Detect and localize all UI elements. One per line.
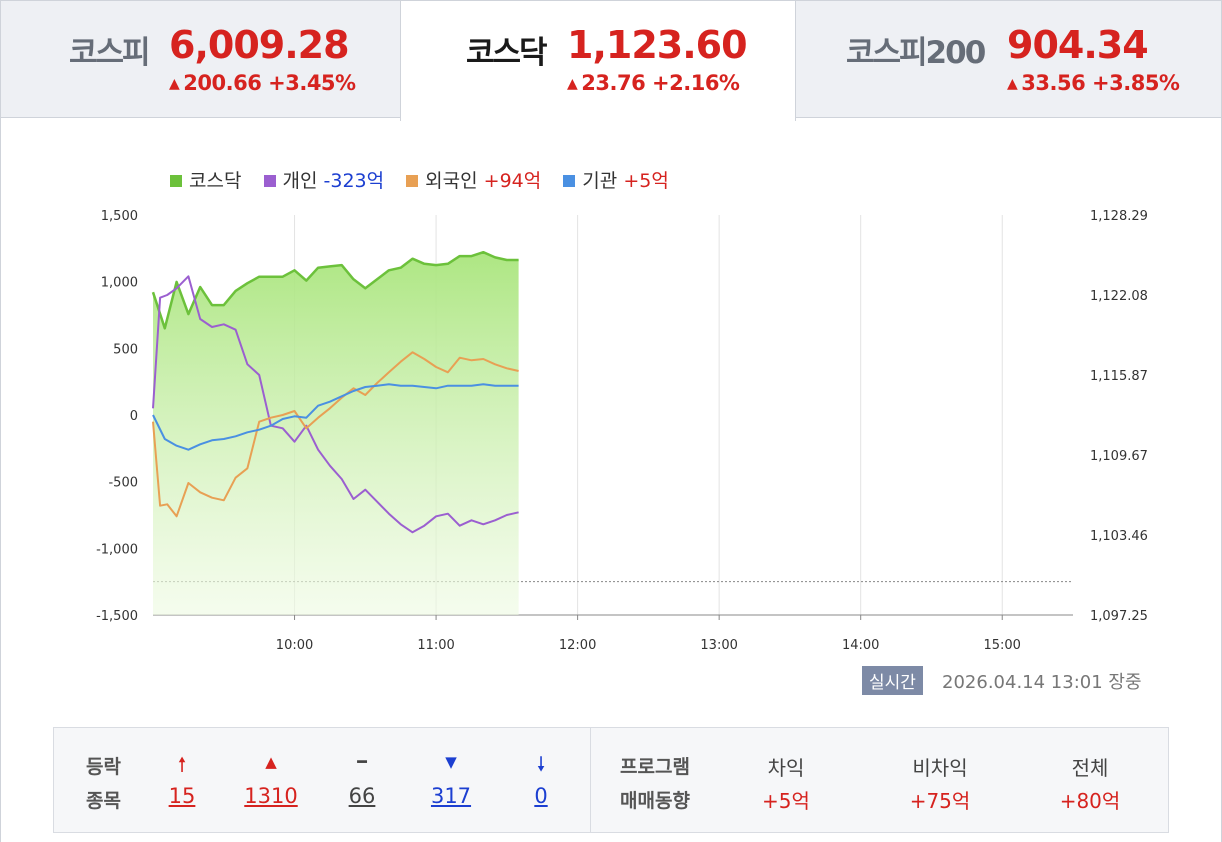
- program-total-value: +80억: [1059, 789, 1121, 813]
- program-total-head: 전체: [1071, 756, 1109, 780]
- legend-swatch: [406, 175, 419, 187]
- timestamp: 2026.04.14 13:01 장중: [942, 671, 1142, 693]
- legend-swatch: [263, 175, 276, 187]
- x-tick-label: 12:00: [559, 638, 596, 653]
- tab-kospi200[interactable]: 코스피200 904.34 ▲ 33.56 +3.85%: [795, 0, 1222, 118]
- tab-kospi-name: 코스피: [69, 35, 151, 71]
- y-left-tick-label: -1,500: [96, 609, 138, 624]
- up-triangle-icon: ▲: [169, 76, 180, 92]
- y-right-tick-label: 1,128.29: [1090, 209, 1148, 224]
- arbitrage-head: 차익: [767, 756, 805, 780]
- unchanged-dash-icon: ━: [357, 752, 367, 771]
- series-line-0: [151, 250, 519, 330]
- y-right-tick-label: 1,122.08: [1090, 289, 1148, 304]
- y-left-tick-label: 500: [113, 342, 138, 357]
- y-left-tick-label: 0: [130, 409, 138, 424]
- breadth-label-2: 종목: [86, 790, 121, 812]
- legend-value: +5억: [623, 170, 669, 192]
- tab-kospi-value: 6,009.28: [169, 23, 350, 67]
- x-tick-label: 11:00: [417, 638, 454, 653]
- intraday-chart: 10:00 11:00 12:00 13:00 14:00 15:00 1,500 1,000…: [96, 209, 1148, 653]
- tab-kospi200-change: ▲ 33.56 +3.85%: [1007, 71, 1180, 95]
- realtime-badge: 실시간: [862, 666, 923, 695]
- limit-up-count-link[interactable]: 15: [168, 784, 196, 808]
- tab-kosdaq-change: ▲ 23.76 +2.16%: [567, 71, 740, 95]
- legend-label: 기관: [582, 170, 618, 192]
- y-left-tick-label: 1,000: [101, 276, 138, 291]
- legend-label: 개인: [282, 170, 318, 192]
- series-line-3: [152, 383, 519, 451]
- up-count-link[interactable]: 1310: [244, 784, 298, 808]
- limit-down-count-link[interactable]: 0: [534, 784, 548, 808]
- legend-value: +94억: [483, 170, 542, 192]
- tab-kospi200-value: 904.34: [1007, 23, 1149, 67]
- arbitrage-value: +5억: [762, 789, 810, 813]
- y-right-tick-label: 1,097.25: [1090, 609, 1148, 624]
- chart-legend: 코스닥 개인 -323억 외국인 +94억 기관 +5억: [170, 166, 685, 193]
- breadth-label-1: 등락: [86, 756, 121, 778]
- down-count-link[interactable]: 317: [430, 784, 472, 808]
- program-label-1: 프로그램: [620, 756, 690, 778]
- tab-kospi200-change-text: 33.56 +3.85%: [1021, 71, 1180, 95]
- limit-down-arrow-icon: 🠗: [536, 752, 546, 776]
- legend-item-individual[interactable]: 개인 -323억: [263, 166, 385, 193]
- legend-value: -323억: [323, 170, 385, 192]
- tab-kosdaq-change-text: 23.76 +2.16%: [581, 71, 740, 95]
- tab-kospi[interactable]: 코스피 6,009.28 ▲ 200.66 +3.45%: [0, 0, 401, 118]
- series-area-kosdaq: [153, 252, 519, 615]
- x-tick-label: 15:00: [983, 638, 1020, 653]
- y-left-tick-label: -1,000: [96, 542, 138, 557]
- legend-item-institution[interactable]: 기관 +5억: [563, 166, 669, 193]
- non-arbitrage-head: 비차익: [912, 756, 968, 780]
- unchanged-count-link[interactable]: 66: [348, 784, 376, 808]
- down-triangle-icon: ▼: [445, 753, 457, 771]
- index-tabs: 코스피 6,009.28 ▲ 200.66 +3.45% 코스닥 1,123.60…: [0, 0, 1222, 121]
- limit-up-arrow-icon: 🠕: [177, 752, 187, 776]
- legend-label: 코스닥: [189, 170, 242, 192]
- tab-kospi-change: ▲ 200.66 +3.45%: [169, 71, 356, 95]
- legend-swatch: [563, 175, 576, 187]
- y-right-tick-label: 1,103.46: [1090, 529, 1148, 544]
- up-triangle-icon: ▲: [567, 76, 578, 92]
- program-label-2: 매매동향: [620, 790, 690, 812]
- legend-label: 외국인: [425, 170, 478, 192]
- up-triangle-icon: ▲: [265, 753, 277, 771]
- up-triangle-icon: ▲: [1007, 76, 1018, 92]
- y-left-tick-label: -500: [108, 476, 138, 491]
- non-arbitrage-value: +75억: [909, 789, 971, 813]
- legend-item-foreign[interactable]: 외국인 +94억: [406, 166, 541, 193]
- tab-kosdaq-name: 코스닥: [466, 35, 548, 71]
- status-bar: 실시간 2026.04.14 13:01 장중: [862, 666, 1142, 695]
- y-right-tick-label: 1,109.67: [1090, 449, 1148, 464]
- tab-kosdaq[interactable]: 코스닥 1,123.60 ▲ 23.76 +2.16%: [400, 0, 796, 121]
- tab-kospi200-name: 코스피200: [846, 35, 986, 71]
- x-tick-label: 13:00: [700, 638, 737, 653]
- market-summary: 등락 종목 🠕 15 ▲ 1310 ━ 66 ▼ 317 🠗 0 프로그램 매매…: [53, 727, 1169, 833]
- legend-swatch: [170, 175, 182, 187]
- x-tick-label: 10:00: [276, 638, 313, 653]
- y-left-tick-label: 1,500: [101, 209, 138, 224]
- y-right-tick-label: 1,115.87: [1090, 369, 1148, 384]
- legend-item-kosdaq[interactable]: 코스닥: [170, 166, 241, 193]
- x-tick-label: 14:00: [842, 638, 879, 653]
- summary-divider: [590, 728, 591, 832]
- tab-kosdaq-value: 1,123.60: [567, 23, 748, 67]
- tab-kospi-change-text: 200.66 +3.45%: [183, 71, 356, 95]
